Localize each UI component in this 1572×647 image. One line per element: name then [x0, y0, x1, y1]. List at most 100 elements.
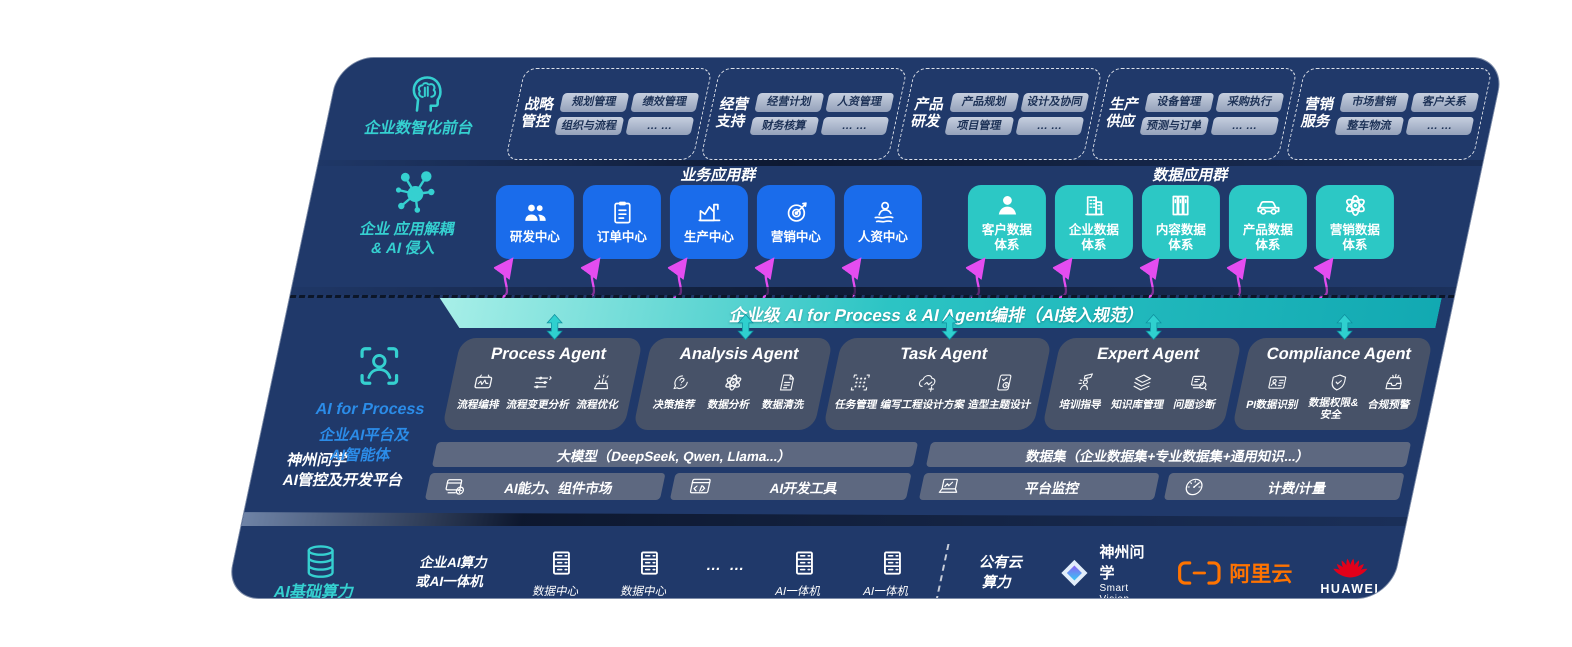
- front-groups: 战略 管控 规划管理 绩效管理 组织与流程 … … 经营 支持 经营计划 人资管理 …: [505, 68, 1493, 160]
- module-chip: 财务核算: [749, 116, 819, 135]
- agent-capability: 合规预警: [1367, 372, 1418, 412]
- group-title: 营销 服务: [1299, 96, 1336, 130]
- atom-icon: [721, 372, 746, 393]
- architecture-panel: 企业数智化前台 战略 管控 规划管理 绩效管理 组织与流程 … … 经营 支持 经营…: [224, 57, 1507, 599]
- module-chip: 设计及协同: [1019, 93, 1090, 112]
- up-down-arrow-icon: [1336, 314, 1353, 340]
- module-chip: 整车物流: [1334, 116, 1404, 135]
- dashed-boundary: [289, 295, 1455, 298]
- group-title: 产品 研发: [909, 96, 946, 130]
- agent-card-compliance: Compliance Agent PI数据识别 数据权限&安全 合规预警: [1231, 314, 1434, 431]
- flow-arrow: [754, 257, 775, 299]
- dataset-column: 数据集（企业数据集+专业数据集+通用知识...） 平台监控 计费/计量: [918, 442, 1412, 501]
- target-icon: [782, 199, 809, 226]
- smartvision-diamond-icon: [1058, 551, 1092, 595]
- agent-card-analysis: Analysis Agent 决策推荐 数据分析 数据清洗: [632, 314, 834, 431]
- module-chip: 客户关系: [1409, 93, 1480, 112]
- agent-capability: 数据分析: [706, 372, 757, 412]
- agent-capability: 流程编排: [456, 372, 507, 412]
- flow-arrow: [1313, 257, 1334, 299]
- flow-arrow: [667, 257, 688, 299]
- books-icon: [1167, 192, 1194, 219]
- agent-capability: 数据清洗: [761, 372, 812, 412]
- flow-arrow: [1226, 257, 1247, 299]
- clipboard-icon: [608, 199, 635, 226]
- task-grid-icon: [848, 372, 873, 393]
- brain-icon: [404, 72, 448, 116]
- server-icon: [877, 548, 907, 578]
- flow-arrow: [841, 257, 862, 299]
- doc-clean-icon: [775, 372, 800, 393]
- data-card-product: 产品数据 体系: [1226, 185, 1307, 299]
- compute-layer: AI基础算力 企业AI算力 或AI一体机 数据中心 数据中心 … … AI一体机…: [225, 526, 1405, 599]
- front-layer-side-label: 企业数智化前台: [319, 68, 525, 160]
- agent-card-process: Process Agent 流程编排 流程变更分析 流程优化: [441, 314, 643, 431]
- agents-row: Process Agent 流程编排 流程变更分析 流程优化 Analysis …: [441, 314, 1434, 431]
- module-chip: 设备管理: [1144, 93, 1214, 112]
- up-down-arrow-icon: [546, 314, 563, 340]
- public-cloud-label: 公有云 算力: [977, 554, 1025, 592]
- diagnose-icon: [1187, 372, 1212, 393]
- smartvision-logo: 神州问学 Smart Vision: [1058, 541, 1149, 599]
- module-chip: 产品规划: [949, 93, 1019, 112]
- id-card-icon: [1264, 372, 1289, 393]
- data-card-customer: 客户数据 体系: [965, 185, 1046, 299]
- node-ai-appliance: AI一体机: [766, 548, 839, 599]
- training-icon: [1072, 372, 1097, 393]
- app-card-production-center: 生产中心: [667, 185, 748, 299]
- optimize-icon: [590, 372, 615, 393]
- billing-bar: 计费/计量: [1163, 473, 1405, 501]
- app-card-rnd-center: 研发中心: [493, 185, 574, 299]
- apps-layer-side-label: 企业 应用解耦 & AI 侵入: [322, 168, 499, 259]
- group-title: 经营 支持: [714, 96, 751, 130]
- compute-side-label: AI基础算力: [255, 543, 381, 599]
- ai-devtools-bar: AI开发工具: [670, 473, 912, 501]
- market-icon: [441, 475, 469, 498]
- database-icon: [301, 543, 339, 581]
- module-chip: 采购执行: [1214, 93, 1285, 112]
- module-chip: 预测与订单: [1139, 116, 1209, 135]
- data-app-group: 数据应用群 客户数据 体系 企业数据 体系 内容数据 体系: [960, 166, 1406, 299]
- agent-capability: PI数据识别: [1245, 372, 1305, 412]
- node-datacenter: 数据中心: [611, 548, 684, 599]
- app-card-marketing-center: 营销中心: [754, 185, 835, 299]
- dataset-bar: 数据集（企业数据集+专业数据集+通用知识...）: [925, 442, 1412, 468]
- module-chip: … …: [1015, 116, 1085, 135]
- huawei-logo: HUAWEI: [1320, 550, 1379, 596]
- module-chip: 组织与流程: [554, 116, 624, 135]
- building-icon: [1080, 192, 1107, 219]
- front-layer-label: 企业数智化前台: [362, 120, 475, 137]
- agent-card-expert: Expert Agent 培训指导 知识库管理 问题诊断: [1041, 314, 1243, 431]
- meter-icon: [1180, 475, 1208, 498]
- agent-capability: 培训指导: [1058, 372, 1109, 412]
- data-group-title: 数据应用群: [1151, 167, 1231, 184]
- layers-icon: [1130, 372, 1155, 393]
- theme-design-icon: [992, 372, 1017, 393]
- compute-layer-label: AI基础算力: [272, 584, 356, 599]
- up-down-arrow-icon: [1145, 314, 1163, 340]
- module-chip: 项目管理: [944, 116, 1014, 135]
- person-icon: [993, 192, 1020, 219]
- factory-icon: [695, 199, 722, 226]
- apps-layer-label: 企业 应用解耦 & AI 侵入: [358, 221, 457, 257]
- group-supply: 生产 供应 设备管理 采购执行 预测与订单 … …: [1090, 68, 1298, 160]
- group-title: 战略 管控: [519, 96, 556, 130]
- ai-layer-side-label: AI for Process 企业AI平台及 AI智能体: [282, 343, 460, 465]
- module-chip: 规划管理: [559, 93, 629, 112]
- module-chip: … …: [625, 116, 695, 135]
- front-layer: 企业数智化前台 战略 管控 规划管理 绩效管理 组织与流程 … … 经营 支持 经营…: [319, 58, 1505, 160]
- group-operation: 经营 支持 经营计划 人资管理 财务核算 … …: [700, 68, 908, 160]
- agent-capability: 流程优化: [575, 372, 626, 412]
- agent-capability: 问题诊断: [1172, 372, 1223, 412]
- module-chip: 市场营销: [1339, 93, 1409, 112]
- apps-layer: 企业 应用解耦 & AI 侵入 业务应用群 研发中心 订单中心: [292, 166, 1482, 299]
- server-icon: [635, 548, 665, 578]
- vendor-logos: 神州问学 Smart Vision 阿里云 HUAWEI: [1051, 541, 1386, 599]
- agent-capability: 流程变更分析: [505, 372, 577, 412]
- business-app-group: 业务应用群 研发中心 订单中心 生产中心: [488, 166, 934, 299]
- flow-arrow: [965, 257, 986, 299]
- module-chip: 绩效管理: [629, 93, 700, 112]
- layer-divider: [290, 287, 1457, 295]
- module-chip: … …: [1210, 116, 1280, 135]
- agent-capability: 决策推荐: [652, 372, 703, 412]
